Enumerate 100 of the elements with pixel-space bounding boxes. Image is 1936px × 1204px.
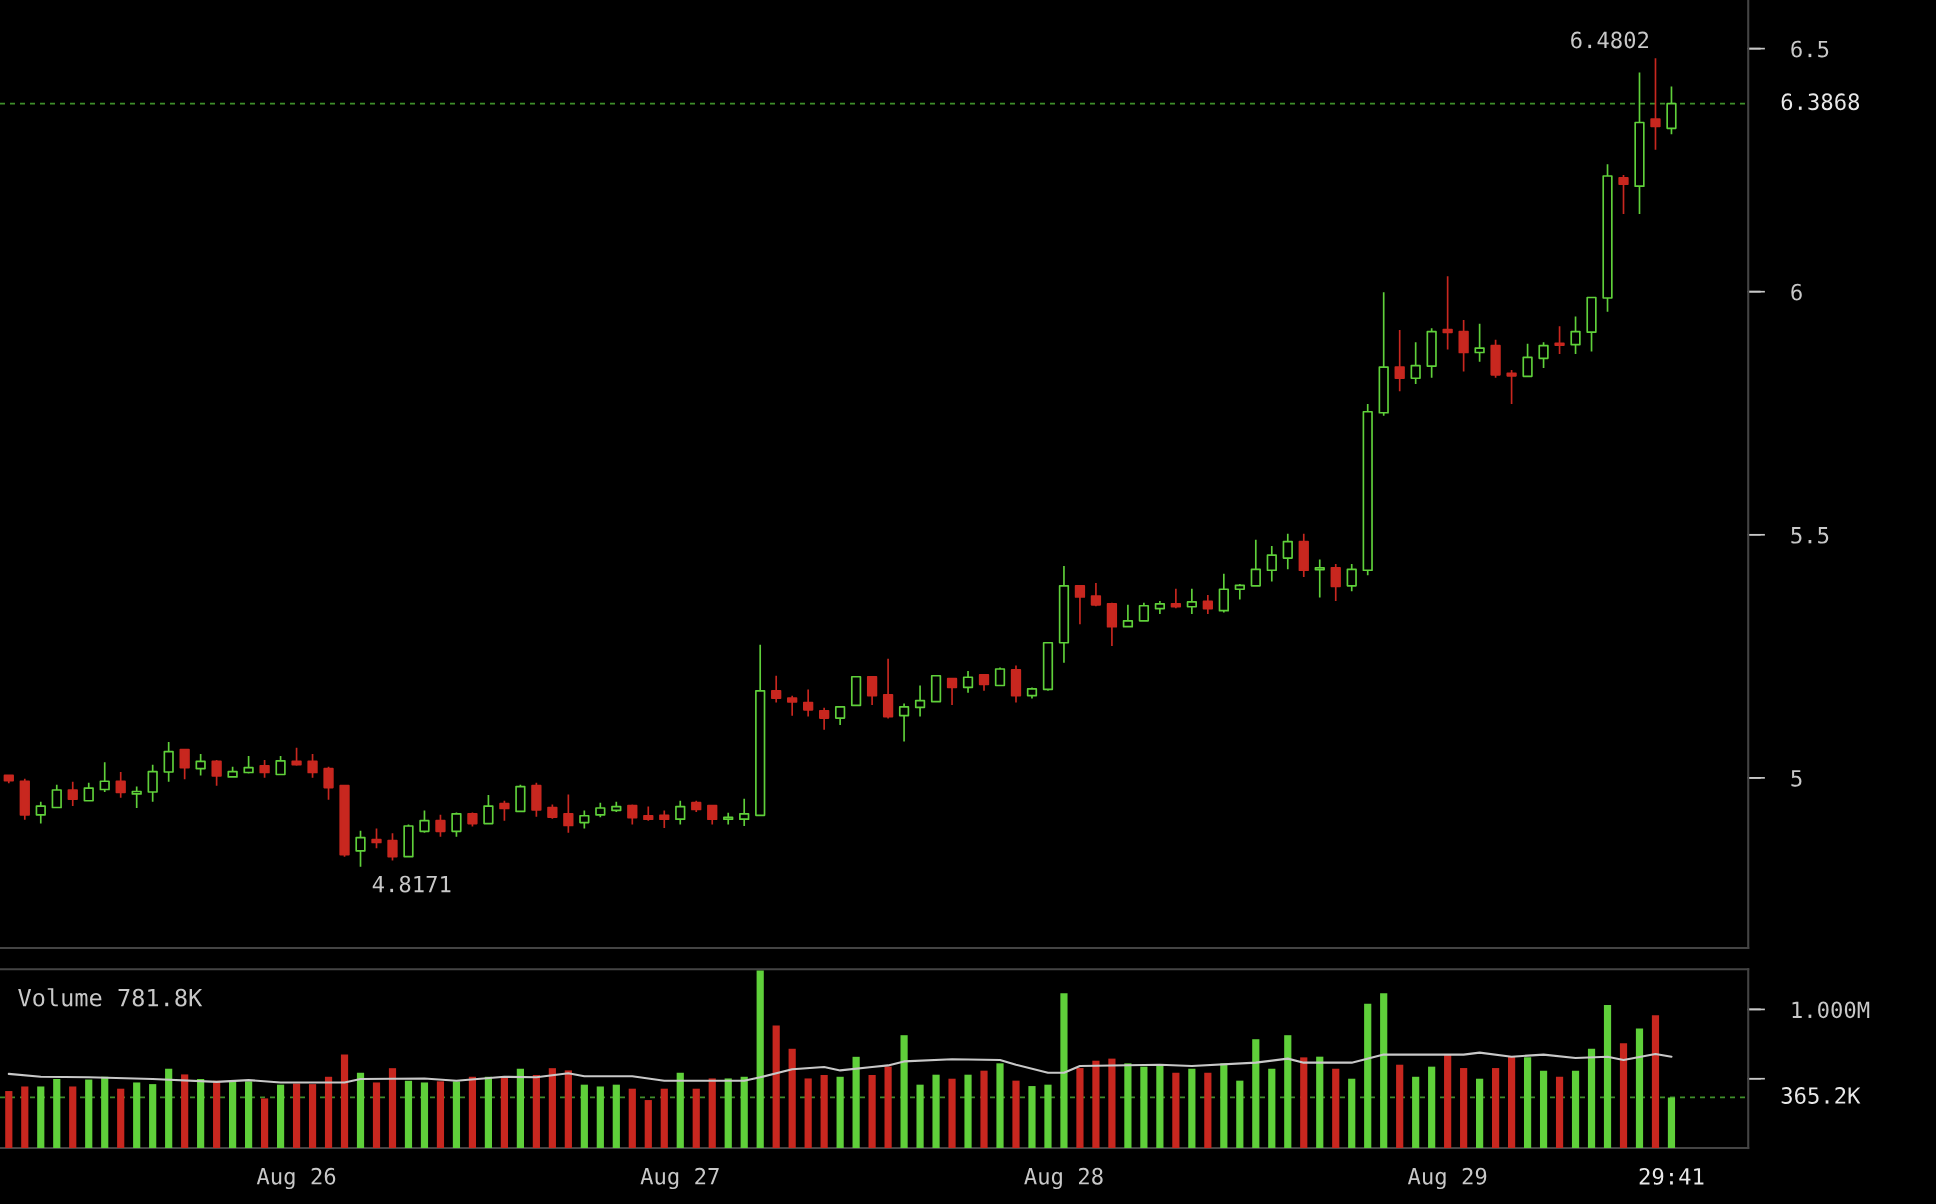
bar bbox=[756, 970, 764, 1149]
bar bbox=[708, 1078, 716, 1149]
candlestick bbox=[243, 755, 254, 775]
candlestick bbox=[1170, 587, 1182, 610]
candlestick bbox=[771, 674, 782, 704]
ref-line-label: 365.2K bbox=[1781, 1087, 1861, 1104]
candlestick bbox=[1282, 532, 1293, 571]
candlestick bbox=[978, 673, 990, 692]
bar bbox=[1028, 1086, 1036, 1149]
bar bbox=[660, 1088, 668, 1149]
bar bbox=[53, 1078, 61, 1149]
candlestick bbox=[1218, 572, 1229, 614]
candlestick bbox=[946, 677, 958, 706]
bar bbox=[484, 1076, 493, 1149]
bar bbox=[1188, 1068, 1196, 1149]
candlestick bbox=[834, 705, 846, 726]
candlestick bbox=[723, 812, 734, 826]
candlestick bbox=[1394, 329, 1405, 393]
candlestick bbox=[1138, 602, 1150, 623]
candlestick bbox=[179, 747, 190, 781]
bar bbox=[692, 1088, 700, 1149]
candlestick bbox=[787, 694, 798, 717]
bar bbox=[1332, 1068, 1340, 1149]
bar bbox=[996, 1063, 1004, 1149]
bar bbox=[181, 1074, 189, 1149]
candlestick bbox=[515, 783, 526, 813]
candlestick bbox=[994, 666, 1006, 687]
x-tick-label: Aug 29 bbox=[1407, 1167, 1487, 1190]
candlestick bbox=[1250, 538, 1261, 587]
bar bbox=[1124, 1063, 1132, 1149]
candlestick bbox=[3, 773, 14, 785]
y-tick-label: 1.000M bbox=[1792, 1001, 1870, 1019]
candlestick bbox=[1234, 583, 1245, 601]
bar bbox=[1635, 1028, 1644, 1149]
bar bbox=[1156, 1065, 1164, 1149]
bar bbox=[1603, 1005, 1612, 1149]
candlestick bbox=[531, 781, 542, 818]
candlestick bbox=[595, 801, 606, 819]
bar bbox=[1523, 1057, 1532, 1149]
bar bbox=[372, 1082, 381, 1149]
candlestick bbox=[83, 781, 94, 802]
bar bbox=[245, 1081, 253, 1149]
bar bbox=[868, 1074, 876, 1149]
candlestick bbox=[675, 799, 686, 826]
candlestick bbox=[1346, 563, 1357, 593]
bar bbox=[980, 1070, 988, 1149]
candlestick bbox=[275, 755, 286, 776]
candlestick bbox=[898, 702, 910, 743]
candlestick bbox=[1570, 315, 1581, 355]
bar bbox=[1476, 1078, 1484, 1149]
candlestick bbox=[1410, 341, 1421, 385]
bar bbox=[532, 1074, 540, 1149]
candlestick bbox=[1202, 594, 1213, 615]
bar bbox=[724, 1078, 732, 1149]
candlestick bbox=[818, 707, 830, 731]
candlestick bbox=[1362, 403, 1373, 576]
candlestick bbox=[1154, 600, 1166, 615]
bar bbox=[21, 1086, 29, 1149]
bar bbox=[964, 1074, 972, 1149]
bar bbox=[260, 1098, 269, 1149]
candlestick bbox=[1298, 532, 1309, 578]
candlestick bbox=[1330, 563, 1341, 602]
candlestick bbox=[739, 797, 750, 827]
candlestick bbox=[371, 827, 382, 850]
bar bbox=[900, 1035, 908, 1149]
candlestick bbox=[1442, 275, 1453, 351]
bar bbox=[1252, 1039, 1260, 1149]
bar bbox=[1460, 1068, 1468, 1149]
candlestick bbox=[1650, 57, 1661, 151]
candlestick bbox=[563, 793, 574, 834]
ref-line-label: 6.3868 bbox=[1781, 93, 1860, 111]
annotation: 6.4802 bbox=[1571, 31, 1649, 49]
candlestick bbox=[850, 675, 862, 707]
bar bbox=[1619, 1043, 1628, 1149]
bar bbox=[1204, 1072, 1212, 1149]
bar bbox=[1140, 1066, 1148, 1149]
bar bbox=[564, 1070, 572, 1149]
bar bbox=[820, 1074, 828, 1149]
x-tick-label: Aug 28 bbox=[1024, 1167, 1103, 1190]
bar bbox=[1316, 1056, 1324, 1149]
candlestick bbox=[1506, 369, 1517, 405]
bar bbox=[1444, 1054, 1452, 1149]
bar bbox=[596, 1086, 604, 1149]
bar bbox=[612, 1084, 620, 1149]
candlestick bbox=[1538, 341, 1549, 369]
bar bbox=[852, 1056, 860, 1149]
candlestick bbox=[930, 674, 942, 704]
candlestick bbox=[1586, 296, 1597, 353]
candlestick bbox=[1426, 327, 1437, 379]
bar bbox=[1412, 1076, 1420, 1149]
bar bbox=[308, 1084, 317, 1149]
bar bbox=[884, 1066, 892, 1149]
candlestick bbox=[403, 823, 414, 859]
bar bbox=[292, 1083, 301, 1149]
bar bbox=[1300, 1057, 1308, 1149]
bar bbox=[1428, 1066, 1436, 1149]
candlestick bbox=[483, 794, 494, 825]
bar bbox=[1060, 993, 1068, 1149]
candlestick bbox=[1010, 664, 1022, 704]
candlestick bbox=[67, 780, 78, 807]
